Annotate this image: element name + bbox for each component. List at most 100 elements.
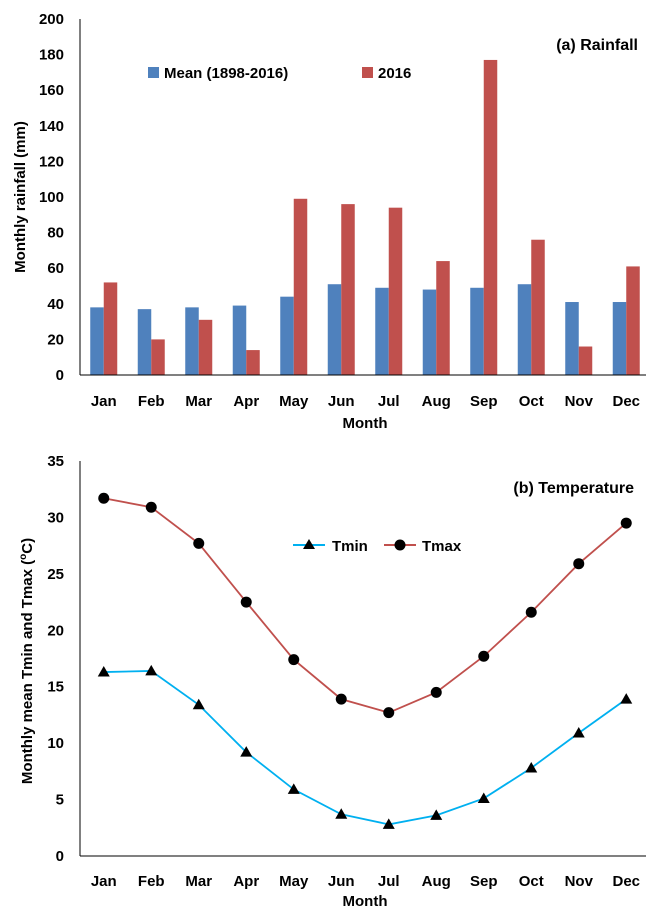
y-tick-label: 0 bbox=[56, 848, 64, 865]
temperature-chart: 0 5 10 15 20 25 30 35 Jan Feb Mar Apr May Jun Jul Aug S… bbox=[18, 453, 646, 910]
rainfall-legend: Mean (1898-2016) 2016 bbox=[148, 65, 411, 82]
rainfall-chart: 0 20 40 60 80 100 120 140 160 180 200 Jan Feb Mar Apr… bbox=[12, 11, 646, 432]
tmax-marker bbox=[573, 558, 585, 570]
x-tick-label: Feb bbox=[138, 393, 165, 410]
tmin-marker bbox=[572, 726, 585, 738]
bar-mean bbox=[137, 309, 152, 375]
bar-2016 bbox=[151, 339, 165, 375]
bar-2016 bbox=[341, 204, 355, 375]
legend-swatch-mean bbox=[148, 67, 159, 78]
rainfall-y-axis-title: Monthly rainfall (mm) bbox=[12, 121, 29, 273]
tmax-marker bbox=[335, 693, 347, 705]
tmin-marker bbox=[145, 664, 158, 676]
tmax-marker bbox=[525, 606, 537, 618]
legend-marker-tmax bbox=[394, 539, 406, 551]
bar-mean bbox=[232, 305, 247, 375]
y-tick-label: 35 bbox=[47, 453, 64, 470]
rainfall-y-tick-labels: 0 20 40 60 80 100 120 140 160 180 200 bbox=[39, 11, 64, 384]
tmax-marker bbox=[145, 501, 157, 513]
y-tick-label: 100 bbox=[39, 189, 64, 206]
y-tick-label: 15 bbox=[47, 679, 64, 696]
y-tick-label: 180 bbox=[39, 47, 64, 64]
x-tick-label: Mar bbox=[185, 873, 212, 890]
bar-mean bbox=[612, 302, 627, 375]
tmin-marker bbox=[335, 808, 348, 819]
temperature-y-axis-title: Monthly mean Tmin and Tmax (oC) bbox=[18, 538, 36, 784]
y-tick-label: 140 bbox=[39, 118, 64, 135]
legend-label-tmin: Tmin bbox=[332, 538, 368, 555]
y-tick-label: 20 bbox=[47, 331, 64, 348]
legend-label-mean: Mean (1898-2016) bbox=[164, 65, 288, 82]
bar-2016 bbox=[103, 282, 118, 375]
y-tick-label: 10 bbox=[47, 735, 64, 752]
x-tick-label: Sep bbox=[470, 873, 498, 890]
bar-mean bbox=[565, 302, 579, 375]
legend-swatch-2016 bbox=[362, 67, 373, 78]
x-tick-label: Jan bbox=[91, 873, 117, 890]
x-tick-label: Aug bbox=[422, 873, 451, 890]
y-tick-label: 5 bbox=[56, 792, 64, 809]
bar-mean bbox=[470, 287, 484, 375]
bar-2016 bbox=[626, 266, 640, 375]
temperature-x-tick-labels: Jan Feb Mar Apr May Jun Jul Aug Sep Oct Nov Dec bbox=[91, 873, 640, 890]
y-tick-label: 60 bbox=[47, 260, 64, 277]
tmax-marker bbox=[193, 537, 205, 549]
x-tick-label: May bbox=[279, 393, 309, 410]
x-tick-label: May bbox=[279, 873, 309, 890]
bar-2016 bbox=[388, 207, 403, 375]
bar-2016 bbox=[578, 346, 593, 375]
y-tick-label: 160 bbox=[39, 82, 64, 99]
tmax-marker bbox=[620, 517, 632, 529]
x-tick-label: Dec bbox=[612, 393, 640, 410]
x-tick-label: Jun bbox=[328, 873, 355, 890]
y-tick-label: 120 bbox=[39, 153, 64, 170]
tmax-marker bbox=[478, 650, 490, 662]
y-tick-label: 80 bbox=[47, 225, 64, 242]
tmin-marker bbox=[620, 693, 633, 704]
degree-superscript: o bbox=[18, 554, 29, 560]
rainfall-bars bbox=[90, 59, 640, 375]
tmin-marker bbox=[430, 809, 443, 820]
bar-2016 bbox=[246, 350, 260, 375]
tmax-marker bbox=[383, 707, 395, 719]
x-tick-label: Apr bbox=[233, 393, 259, 410]
y-tick-label: 0 bbox=[56, 367, 64, 384]
x-tick-label: Nov bbox=[565, 393, 594, 410]
x-tick-label: Aug bbox=[422, 393, 451, 410]
x-tick-label: Apr bbox=[233, 873, 259, 890]
bar-2016 bbox=[483, 59, 498, 375]
y-tick-label: 200 bbox=[39, 11, 64, 28]
bar-mean bbox=[90, 307, 104, 375]
x-tick-label: Oct bbox=[519, 873, 544, 890]
temperature-x-axis-title: Month bbox=[343, 893, 388, 910]
rainfall-x-tick-labels: Jan Feb Mar Apr May Jun Jul Aug Sep Oct Nov Dec bbox=[91, 393, 640, 410]
bar-mean bbox=[517, 284, 532, 375]
legend-marker-tmin bbox=[303, 539, 315, 549]
bar-2016 bbox=[293, 198, 308, 375]
temperature-lines bbox=[97, 492, 633, 829]
y-tick-label: 40 bbox=[47, 296, 64, 313]
tmin-marker bbox=[382, 818, 395, 829]
bar-2016 bbox=[531, 239, 545, 375]
tmax-marker bbox=[430, 686, 442, 698]
tmin-line bbox=[103, 670, 627, 826]
legend-label-2016: 2016 bbox=[378, 65, 411, 82]
tmin-marker bbox=[477, 792, 490, 803]
bar-mean bbox=[327, 284, 342, 375]
x-tick-label: Mar bbox=[185, 393, 212, 410]
tmin-marker bbox=[525, 761, 538, 773]
y-tick-label: 30 bbox=[47, 509, 64, 526]
x-tick-label: Sep bbox=[470, 393, 498, 410]
x-tick-label: Feb bbox=[138, 873, 165, 890]
x-tick-label: Jul bbox=[378, 873, 400, 890]
tmin-marker bbox=[97, 666, 110, 677]
rainfall-title: (a) Rainfall bbox=[556, 37, 638, 54]
x-tick-label: Jul bbox=[378, 393, 400, 410]
temperature-legend: Tmin Tmax bbox=[293, 538, 462, 555]
bar-2016 bbox=[436, 261, 450, 375]
rainfall-x-axis-title: Month bbox=[343, 415, 388, 432]
tmin-marker bbox=[287, 783, 300, 794]
x-tick-label: Dec bbox=[612, 873, 640, 890]
bar-mean bbox=[422, 289, 437, 375]
